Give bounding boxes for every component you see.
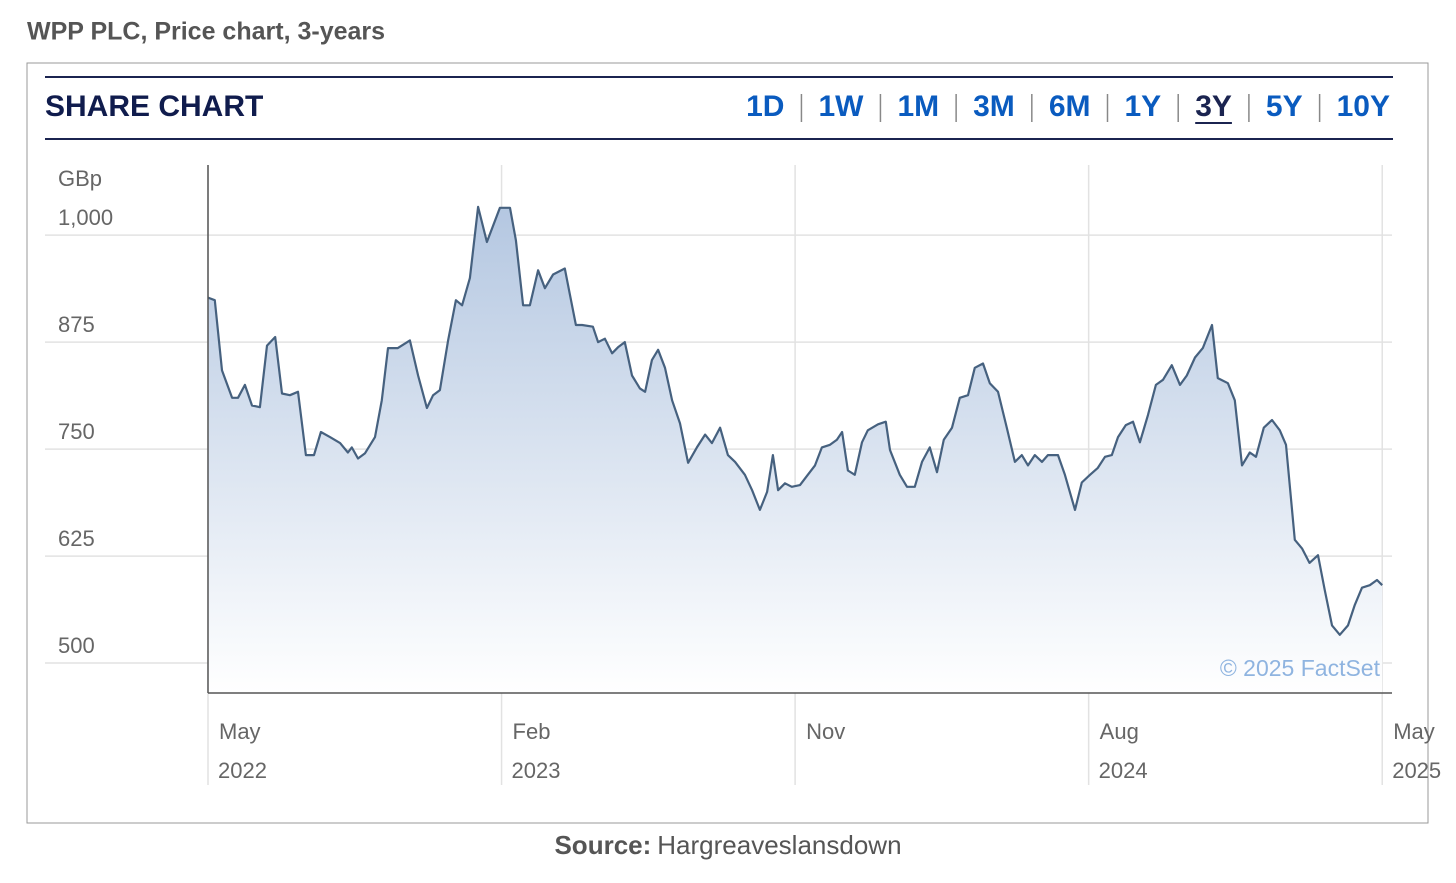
x-tick-label: Aug (1100, 719, 1139, 744)
y-tick-label: 750 (58, 419, 95, 444)
range-button[interactable]: 10Y (1337, 90, 1390, 123)
x-tick-label: Nov (806, 719, 845, 744)
range-button[interactable]: 5Y (1266, 90, 1303, 123)
x-tick-year: 2023 (512, 758, 561, 783)
y-axis-label: GBp (58, 166, 102, 191)
x-tick-year: 2025 (1392, 758, 1441, 783)
page-title: WPP PLC, Price chart, 3-years (27, 18, 385, 46)
x-tick-label: May (219, 719, 261, 744)
y-tick-label: 500 (58, 633, 95, 658)
y-tick-label: 875 (58, 312, 95, 337)
y-tick-label: 625 (58, 526, 95, 551)
price-line (207, 205, 1383, 636)
range-button[interactable]: 6M (1049, 90, 1091, 123)
range-button[interactable]: 3Y (1195, 90, 1232, 123)
plot: 1,000 875 750 625 500 GBp May 2022 Feb 2023 Nov Aug… (45, 165, 1441, 785)
x-tick-year: 2024 (1099, 758, 1148, 783)
area-fill (208, 206, 1383, 693)
x-tick-year: 2022 (218, 758, 267, 783)
y-tick-label: 1,000 (58, 205, 113, 230)
source-line: Source: Hargreaveslansdown (554, 830, 901, 860)
x-tick-label: May (1393, 719, 1435, 744)
range-button[interactable]: 3M (973, 90, 1015, 123)
range-button[interactable]: 1D (746, 90, 784, 123)
source-text: Hargreaveslansdown (657, 830, 901, 860)
range-button[interactable]: 1W (818, 90, 864, 123)
source-label: Source: (554, 830, 651, 860)
watermark: © 2025 FactSet (1220, 655, 1381, 681)
range-selector: 10Y 5Y 3Y 1Y 6M 3M 1M 1W 1D (746, 90, 1390, 124)
x-tick-label: Feb (513, 719, 551, 744)
range-button[interactable]: 1Y (1125, 90, 1162, 123)
widget-title: SHARE CHART (45, 90, 263, 123)
range-button[interactable]: 1M (897, 90, 939, 123)
